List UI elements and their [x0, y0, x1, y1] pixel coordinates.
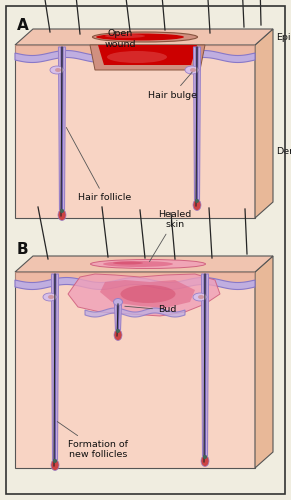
Ellipse shape [105, 34, 145, 38]
Ellipse shape [53, 459, 57, 463]
Text: A: A [17, 18, 29, 33]
Polygon shape [15, 278, 255, 289]
Ellipse shape [107, 51, 167, 63]
Polygon shape [15, 45, 255, 218]
Ellipse shape [195, 199, 199, 203]
Polygon shape [15, 29, 273, 45]
Ellipse shape [193, 293, 207, 301]
Polygon shape [98, 45, 197, 65]
Ellipse shape [193, 200, 201, 210]
Ellipse shape [43, 293, 57, 301]
Ellipse shape [51, 460, 59, 470]
Ellipse shape [120, 285, 175, 303]
Text: Formation of
new follicles: Formation of new follicles [57, 422, 128, 460]
Text: Open
wound: Open wound [104, 30, 136, 48]
Polygon shape [15, 256, 273, 272]
Polygon shape [52, 274, 58, 460]
Polygon shape [15, 272, 255, 468]
Polygon shape [54, 274, 56, 466]
Ellipse shape [113, 262, 143, 264]
Ellipse shape [103, 261, 173, 267]
Polygon shape [255, 256, 273, 468]
Ellipse shape [201, 456, 209, 466]
Text: Healed
skin: Healed skin [150, 210, 192, 262]
Polygon shape [203, 274, 207, 462]
Ellipse shape [116, 329, 120, 333]
Text: Hair bulge: Hair bulge [148, 72, 197, 100]
Polygon shape [196, 47, 198, 206]
Ellipse shape [48, 295, 54, 299]
Polygon shape [15, 272, 255, 282]
Ellipse shape [190, 68, 196, 72]
Polygon shape [58, 47, 65, 210]
Polygon shape [15, 45, 255, 55]
Polygon shape [194, 47, 200, 200]
Polygon shape [61, 47, 63, 216]
Polygon shape [201, 274, 208, 456]
Ellipse shape [113, 298, 123, 306]
Polygon shape [100, 280, 195, 308]
Ellipse shape [198, 295, 204, 299]
Ellipse shape [93, 32, 198, 42]
Polygon shape [90, 45, 205, 70]
Polygon shape [116, 304, 120, 336]
Ellipse shape [185, 66, 199, 74]
Text: Epidermis: Epidermis [276, 33, 291, 42]
Text: B: B [17, 242, 29, 257]
Polygon shape [85, 308, 185, 317]
Ellipse shape [60, 209, 64, 213]
Text: Bud: Bud [125, 306, 176, 314]
Ellipse shape [96, 34, 184, 40]
Ellipse shape [203, 455, 207, 459]
Ellipse shape [114, 330, 122, 340]
Ellipse shape [55, 68, 61, 72]
Polygon shape [255, 29, 273, 218]
Ellipse shape [58, 210, 66, 220]
Polygon shape [114, 304, 122, 330]
Polygon shape [15, 50, 255, 62]
Text: Hair follicle: Hair follicle [66, 128, 131, 202]
Polygon shape [68, 274, 220, 316]
Text: Dermis: Dermis [276, 146, 291, 156]
Ellipse shape [91, 260, 205, 268]
Ellipse shape [50, 66, 64, 74]
